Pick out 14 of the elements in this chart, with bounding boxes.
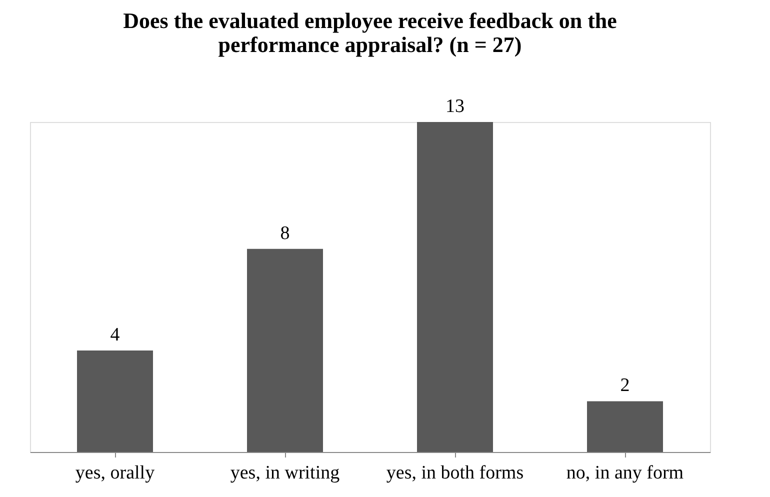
bar xyxy=(77,350,153,452)
text: Does the evaluated employee receive feedback on the xyxy=(123,8,617,33)
x-tick-label: yes, in both forms xyxy=(386,462,524,484)
text: performance appraisal? (n = 27) xyxy=(218,32,522,57)
bar xyxy=(417,122,493,452)
data-label: 4 xyxy=(110,324,120,346)
x-tick-label: yes, orally xyxy=(75,462,156,484)
bar xyxy=(247,248,323,452)
data-label: 13 xyxy=(446,96,464,117)
data-label: 8 xyxy=(280,222,290,244)
x-tick-label: no, in any form xyxy=(566,462,684,484)
x-tick-label: yes, in writing xyxy=(230,462,340,484)
bar xyxy=(587,401,663,452)
data-label: 2 xyxy=(620,375,630,396)
